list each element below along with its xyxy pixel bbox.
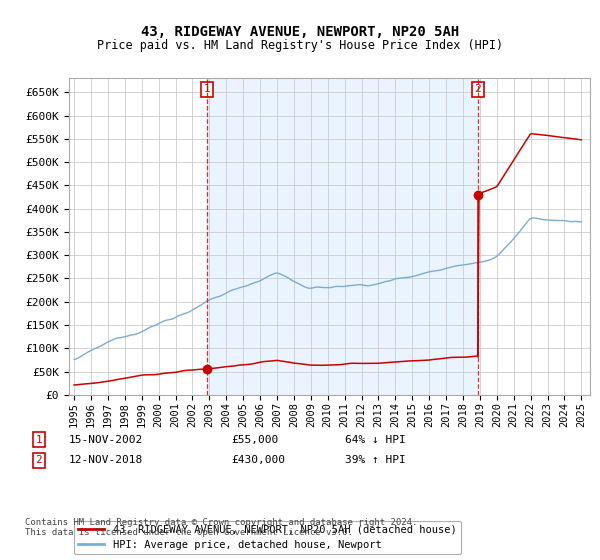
Text: 2: 2 — [475, 85, 481, 95]
Text: Price paid vs. HM Land Registry's House Price Index (HPI): Price paid vs. HM Land Registry's House … — [97, 39, 503, 52]
Text: 2: 2 — [35, 455, 43, 465]
Text: Contains HM Land Registry data © Crown copyright and database right 2024.
This d: Contains HM Land Registry data © Crown c… — [25, 518, 418, 538]
Text: 64% ↓ HPI: 64% ↓ HPI — [345, 435, 406, 445]
Text: 1: 1 — [35, 435, 43, 445]
Bar — [207, 78, 478, 395]
Text: 15-NOV-2002: 15-NOV-2002 — [69, 435, 143, 445]
Text: 1: 1 — [204, 85, 211, 95]
Text: 39% ↑ HPI: 39% ↑ HPI — [345, 455, 406, 465]
Text: 12-NOV-2018: 12-NOV-2018 — [69, 455, 143, 465]
Legend: 43, RIDGEWAY AVENUE, NEWPORT, NP20 5AH (detached house), HPI: Average price, det: 43, RIDGEWAY AVENUE, NEWPORT, NP20 5AH (… — [74, 521, 461, 554]
Text: £430,000: £430,000 — [231, 455, 285, 465]
Text: 43, RIDGEWAY AVENUE, NEWPORT, NP20 5AH: 43, RIDGEWAY AVENUE, NEWPORT, NP20 5AH — [141, 25, 459, 39]
Text: £55,000: £55,000 — [231, 435, 278, 445]
